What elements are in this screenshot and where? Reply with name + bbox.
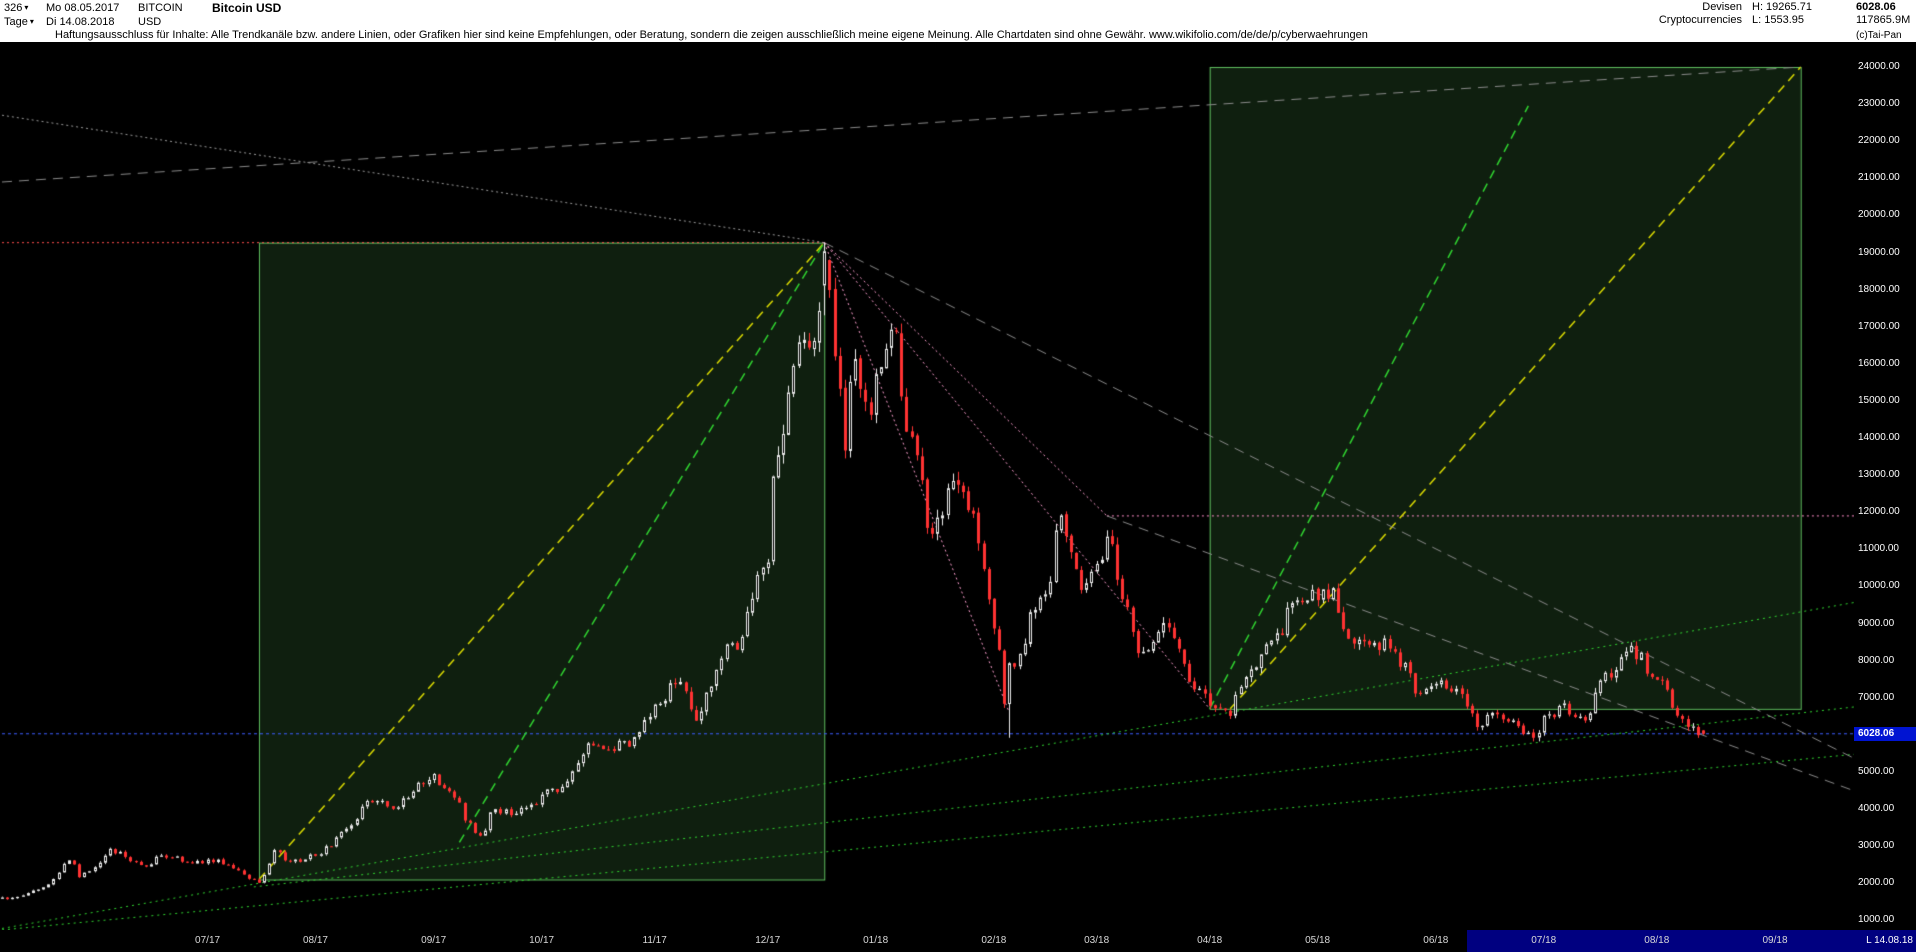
- category-labels: Devisen Cryptocurrencies: [1628, 1, 1742, 27]
- x-axis-month-label: 12/17: [755, 935, 781, 946]
- time-axis[interactable]: L 14.08.18 07/17 08/17 09/17 10/17 11/17 12/1…: [0, 930, 1916, 952]
- last-bar-date-label: Di 14.08.2018: [46, 15, 115, 28]
- disclaimer-text: Haftungsausschluss für Inhalte: Alle Tre…: [55, 29, 1368, 41]
- y-axis-tick: 20000.00: [1858, 209, 1900, 221]
- chart-header: 326 ▾ Mo 08.05.2017 BITCOIN Bitcoin USD …: [0, 0, 1916, 42]
- price-chart-canvas[interactable]: [0, 42, 1854, 930]
- y-axis-tick: 17000.00: [1858, 320, 1900, 332]
- y-axis-tick: 19000.00: [1858, 246, 1900, 258]
- y-axis-tick: 23000.00: [1858, 98, 1900, 110]
- y-axis-tick: 15000.00: [1858, 394, 1900, 406]
- x-axis-month-label: 10/17: [529, 935, 555, 946]
- y-axis-tick: 21000.00: [1858, 172, 1900, 184]
- category-cryptocurrencies: Cryptocurrencies: [1658, 14, 1742, 26]
- last-price-tag: 6028.06: [1854, 726, 1916, 741]
- y-axis-tick: 14000.00: [1858, 432, 1900, 443]
- x-axis-month-label: 06/18: [1423, 935, 1449, 946]
- header-last-price: 6028.06: [1856, 1, 1896, 13]
- y-axis-tick: 1000.00: [1858, 914, 1895, 926]
- y-axis-tick: 13000.00: [1858, 469, 1900, 481]
- currency-label: USD: [138, 15, 162, 28]
- chart-title: Bitcoin USD: [212, 0, 282, 15]
- period-dropdown[interactable]: Tage ▾: [4, 16, 40, 28]
- header-volume: 117865.9M: [1856, 14, 1911, 26]
- y-axis-tick: 2000.00: [1858, 877, 1895, 889]
- range-high-label: H: 19265.71: [1752, 1, 1812, 13]
- y-axis-tick: 4000.00: [1858, 803, 1895, 814]
- x-axis-month-label: 03/18: [1084, 935, 1110, 946]
- header-row-1: 326 ▾ Mo 08.05.2017 BITCOIN Bitcoin USD: [4, 0, 282, 15]
- y-axis-tick: 10000.00: [1858, 580, 1900, 592]
- x-axis-month-label: 04/18: [1197, 935, 1223, 946]
- y-axis-tick: 16000.00: [1858, 357, 1900, 369]
- y-axis-tick: 7000.00: [1858, 691, 1895, 703]
- period-value: Tage: [4, 15, 28, 28]
- bars-count-value: 326: [4, 1, 23, 14]
- header-values: 6028.06 117865.9M (c)Tai-Pan: [1856, 1, 1914, 42]
- last-price-tag-value: 6028.06: [1858, 727, 1895, 739]
- y-axis-tick: 9000.00: [1858, 617, 1895, 629]
- y-axis-tick: 5000.00: [1858, 765, 1895, 777]
- category-devisen: Devisen: [1702, 1, 1742, 13]
- x-axis-month-label: 01/18: [863, 935, 889, 946]
- x-axis-month-label: 08/18: [1644, 935, 1670, 946]
- x-axis-month-label: 05/18: [1305, 935, 1331, 946]
- x-axis-month-label: 09/18: [1762, 935, 1788, 946]
- y-axis-tick: 12000.00: [1858, 506, 1900, 518]
- last-date-label: L 14.08.18: [1866, 935, 1913, 946]
- copyright-label: (c)Tai-Pan: [1856, 30, 1902, 41]
- x-axis-month-label: 07/18: [1531, 935, 1557, 946]
- x-axis-month-label: 02/18: [981, 935, 1007, 946]
- symbol-label: BITCOIN: [138, 1, 183, 14]
- y-axis-tick: 18000.00: [1858, 283, 1900, 295]
- x-axis-month-label: 07/17: [195, 935, 221, 946]
- y-axis-tick: 8000.00: [1858, 654, 1895, 666]
- chevron-down-icon: ▾: [29, 16, 34, 26]
- x-axis-month-label: 08/17: [302, 935, 328, 946]
- y-axis-tick: 3000.00: [1858, 840, 1895, 852]
- range-low-label: L: 1553.95: [1752, 14, 1804, 26]
- bars-count-dropdown[interactable]: 326 ▾: [4, 2, 40, 14]
- range-high-low: H: 19265.71 L: 1553.95: [1752, 1, 1852, 27]
- chevron-down-icon: ▾: [24, 2, 29, 12]
- header-row-2: Tage ▾ Di 14.08.2018 USD: [4, 15, 200, 28]
- y-axis-tick: 24000.00: [1858, 61, 1900, 72]
- y-axis-tick: 11000.00: [1858, 543, 1899, 555]
- x-axis-month-label: 09/17: [421, 935, 447, 946]
- x-axis-month-label: 11/17: [642, 935, 667, 946]
- price-axis[interactable]: 24000.00 23000.00 22000.00 21000.00 20000.00…: [1854, 42, 1916, 930]
- time-range-selection[interactable]: [1466, 930, 1916, 952]
- y-axis-tick: 22000.00: [1858, 135, 1900, 147]
- first-bar-date-label: Mo 08.05.2017: [46, 1, 120, 14]
